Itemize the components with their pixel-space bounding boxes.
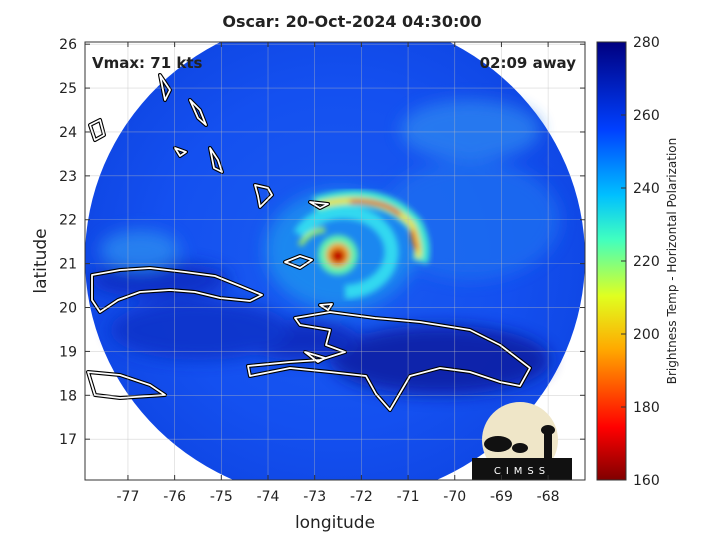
x-axis-label: longitude <box>295 513 375 533</box>
colorbar-tick-label: 240 <box>633 181 660 197</box>
x-tick-label: -71 <box>397 489 420 505</box>
plot-frame <box>84 41 586 481</box>
y-tick-label: 20 <box>59 301 77 317</box>
colorbar-tick-label: 200 <box>633 327 660 343</box>
x-tick-label: -77 <box>117 489 140 505</box>
y-tick-label: 26 <box>59 37 77 53</box>
y-tick-label: 22 <box>59 213 77 229</box>
y-tick-label: 21 <box>59 257 77 273</box>
x-tick-label: -74 <box>257 489 280 505</box>
colorbar-tick-label: 280 <box>633 35 660 51</box>
satellite-image <box>85 42 585 480</box>
colorbar-label: Brightness Temp - Horizontal Polarizatio… <box>665 138 679 385</box>
y-axis-label: latitude <box>31 228 51 293</box>
x-tick-label: -68 <box>537 489 560 505</box>
colorbar-tick-label: 180 <box>633 400 660 416</box>
colorbar-tick-label: 160 <box>633 473 660 489</box>
y-tick-label: 18 <box>59 388 77 404</box>
x-tick-label: -69 <box>490 489 513 505</box>
intensity-label: Vmax: 71 kts <box>92 54 202 72</box>
y-tick-label: 23 <box>59 169 77 185</box>
y-tick-label: 25 <box>59 81 77 97</box>
title: Oscar: 20-Oct-2024 04:30:00 <box>222 12 481 31</box>
logo: CIMSS <box>472 402 572 480</box>
x-tick-label: -73 <box>303 489 326 505</box>
grid <box>85 42 585 480</box>
x-tick-label: -72 <box>350 489 373 505</box>
y-tick-label: 19 <box>59 344 77 360</box>
colorbar-tick-label: 260 <box>633 108 660 124</box>
x-tick-label: -76 <box>163 489 186 505</box>
x-tick-label: -70 <box>443 489 466 505</box>
x-tick-label: -75 <box>210 489 233 505</box>
colorbar-tick-label: 220 <box>633 254 660 270</box>
y-tick-label: 17 <box>59 432 77 448</box>
y-tick-label: 24 <box>59 125 77 141</box>
logo-text: CIMSS <box>494 466 550 477</box>
time-offset-label: 02:09 away <box>480 54 577 72</box>
